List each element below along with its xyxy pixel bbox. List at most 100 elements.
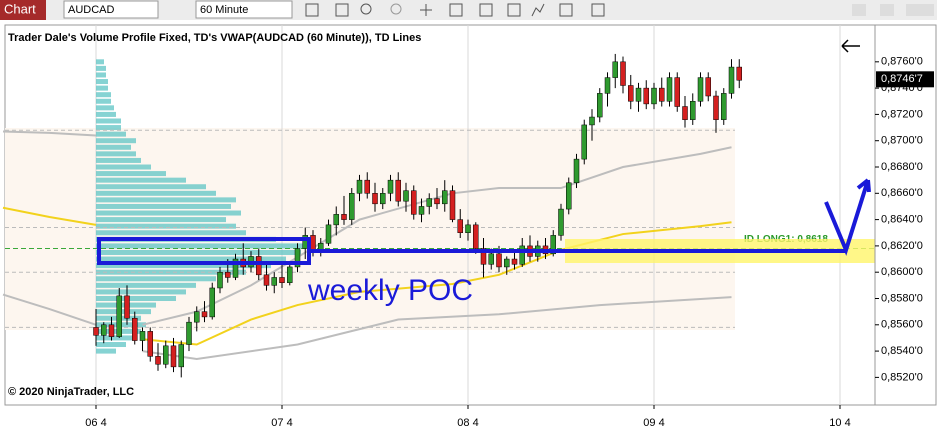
x-tick-label: 07 4 [271, 417, 292, 429]
profile-bar [96, 157, 142, 163]
candle-body [581, 124, 588, 160]
candle-body [573, 158, 580, 184]
candle-body [372, 193, 378, 205]
profile-bar [96, 223, 237, 229]
chart-title: Trader Dale's Volume Profile Fixed, TD's… [8, 32, 421, 44]
candle-body [418, 206, 425, 215]
candle-body [287, 266, 293, 283]
profile-bar [96, 289, 187, 295]
candle-body [713, 95, 719, 120]
candle-body [434, 198, 440, 205]
profile-bar [96, 164, 152, 170]
profile-bar [96, 348, 117, 354]
profile-bar [96, 125, 122, 131]
profile-bar [96, 59, 105, 65]
candle-body [635, 87, 642, 102]
profile-bar [96, 217, 227, 223]
x-tick-label: 06 4 [85, 417, 106, 429]
chart-tab[interactable] [0, 0, 46, 20]
candle-body [108, 324, 115, 337]
profile-bar [96, 151, 137, 157]
last-price-label: 0,8746'7 [881, 73, 923, 85]
y-tick-label: 0,8720'0 [881, 108, 923, 120]
y-tick-label: 0,8640'0 [881, 214, 923, 226]
profile-bar [96, 243, 307, 249]
candle-body [178, 344, 185, 368]
candle-body [124, 295, 130, 319]
candle-body [232, 258, 239, 278]
candle-body [116, 295, 123, 337]
candle-body [496, 253, 502, 268]
profile-bar [96, 138, 137, 144]
y-tick-label: 0,8620'0 [881, 240, 923, 252]
candle-body [263, 274, 270, 286]
profile-bar [96, 144, 132, 150]
y-tick-label: 0,8680'0 [881, 161, 923, 173]
candle-body [736, 66, 743, 81]
last-price-box [876, 71, 934, 88]
candle-body [589, 116, 595, 126]
candle-body [697, 77, 704, 102]
candle-body [442, 190, 448, 205]
candle-body [690, 101, 696, 120]
x-tick-label: 08 4 [457, 417, 478, 429]
candle-body [209, 287, 216, 318]
candle-body [628, 85, 634, 102]
instrument-label: AUDCAD [68, 4, 115, 16]
candle-body [426, 198, 433, 207]
toolbar-icons[interactable] [305, 3, 934, 17]
profile-bar [96, 210, 242, 216]
candle-body [356, 179, 363, 194]
y-tick-label: 0,8660'0 [881, 187, 923, 199]
candle-body [325, 224, 332, 244]
candle-body [403, 190, 409, 202]
chart-tab-label: Chart [4, 1, 36, 16]
candle-body [705, 77, 712, 97]
y-tick-label: 0,8540'0 [881, 345, 923, 357]
candle-body [147, 331, 154, 357]
candle-body [271, 277, 278, 286]
candle-body [170, 345, 177, 368]
candle-body [566, 182, 572, 210]
candle-body [504, 258, 510, 268]
candle-body [217, 271, 223, 289]
profile-bar [96, 65, 107, 71]
profile-bar [96, 190, 217, 196]
candle-body [387, 179, 394, 194]
candle-body [310, 235, 316, 252]
poc-annotation: weekly POC [307, 274, 473, 307]
profile-bar [96, 309, 152, 315]
candle-body [155, 356, 161, 365]
profile-bar [96, 72, 107, 78]
candle-body [101, 324, 107, 336]
arrow [824, 178, 871, 256]
profile-bar [96, 184, 207, 190]
profile-bar [96, 282, 197, 288]
candle-body [163, 345, 169, 365]
candle-body [666, 77, 673, 102]
profile-bar [96, 111, 117, 117]
profile-bar [96, 249, 302, 255]
x-tick-label: 09 4 [643, 417, 664, 429]
profile-bar [96, 256, 287, 262]
interval-select[interactable] [195, 0, 293, 19]
profile-bar [96, 171, 167, 177]
candle-body [457, 219, 464, 234]
back-arrow[interactable] [841, 39, 860, 53]
instrument-select[interactable] [63, 0, 159, 19]
candle-body [333, 214, 340, 226]
candle-body [341, 214, 347, 220]
candle-body [395, 179, 402, 202]
candle-body [411, 190, 417, 215]
candle-body [473, 224, 479, 249]
profile-bar [96, 335, 137, 341]
y-tick-label: 0,8700'0 [881, 135, 923, 147]
candle-body [558, 208, 564, 236]
candle-body [194, 311, 200, 323]
y-tick-label: 0,8760'0 [881, 56, 923, 68]
profile-bar [96, 131, 127, 137]
candle-body [279, 277, 285, 283]
profile-bar [96, 98, 112, 104]
interval-label: 60 Minute [200, 4, 248, 16]
